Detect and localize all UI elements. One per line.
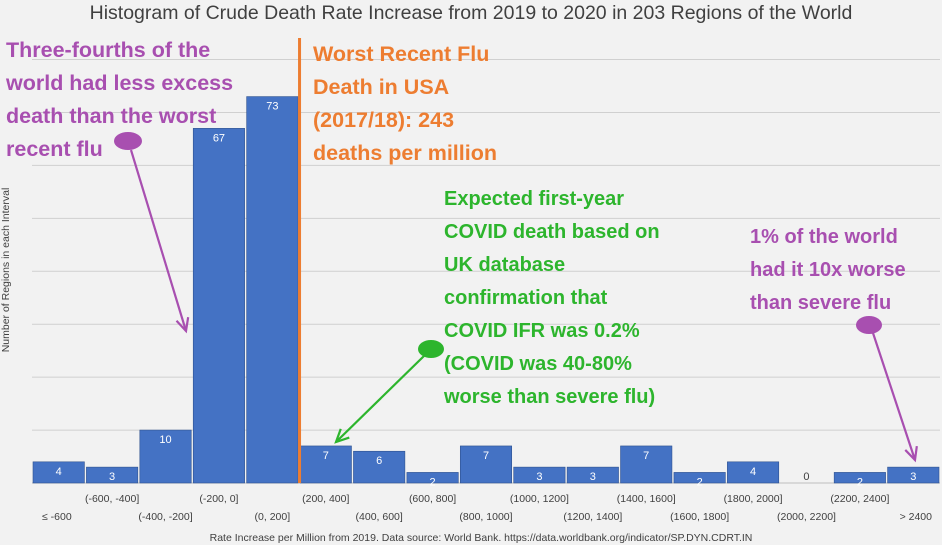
histogram-bar <box>299 445 352 484</box>
left-arrow <box>129 149 190 334</box>
x-tick-label: (2000, 2200] <box>777 511 836 523</box>
right-arrow-dot <box>856 316 882 334</box>
bar-value-label: 7 <box>643 450 649 462</box>
annotation-right-line: had it 10x worse <box>750 259 906 281</box>
histogram-bar <box>353 450 406 484</box>
annotation-flu-line: (2017/18): 243 <box>313 108 454 132</box>
annotation-covid-line: Expected first-year <box>444 188 624 210</box>
bar-value-label: 73 <box>266 101 278 113</box>
x-tick-label: ≤ -600 <box>42 511 72 523</box>
annotation-covid: Expected first-year COVID death based on U… <box>443 188 660 408</box>
annotations: Three-fourths of the world had less exces… <box>5 38 918 483</box>
bar-value-label: 3 <box>536 471 542 483</box>
x-tick-label: (-200, 0] <box>199 493 238 505</box>
covid-arrow-dot <box>418 340 444 358</box>
histogram-bar <box>246 96 299 484</box>
histogram-bar <box>406 472 459 484</box>
covid-arrow-head <box>334 428 350 444</box>
x-tick-label: (1200, 1400] <box>563 511 622 523</box>
bar-value-label: 2 <box>430 476 436 488</box>
histogram-bar <box>673 472 726 484</box>
right-arrow-shaft <box>871 332 917 461</box>
bar-value-label: 3 <box>109 471 115 483</box>
bar-value-label: 3 <box>910 471 916 483</box>
left-arrow-shaft <box>129 149 188 332</box>
annotation-flu-line: Worst Recent Flu <box>313 42 489 66</box>
x-tick-label: (200, 400] <box>302 493 349 505</box>
histogram-bar <box>513 466 566 484</box>
x-tick-label: (600, 800] <box>409 493 456 505</box>
right-arrow-head <box>904 445 918 463</box>
histogram-bar <box>32 461 85 484</box>
bar-value-label: 7 <box>483 450 489 462</box>
bar-value-label: 4 <box>56 466 62 478</box>
annotation-right-line: than severe flu <box>750 292 891 314</box>
left-arrow-head <box>175 316 190 334</box>
histogram-bar <box>192 128 245 484</box>
x-tick-label: (0, 200] <box>255 511 291 523</box>
bar-value-label: 2 <box>697 476 703 488</box>
chart-title: Histogram of Crude Death Rate Increase f… <box>90 2 853 24</box>
x-tick-labels: ≤ -600 (-600, -400] (-400, -200] (-200, 0] (… <box>42 493 932 523</box>
annotation-covid-line: (COVID was 40-80% <box>444 353 632 375</box>
x-tick-label: (-400, -200] <box>138 511 192 523</box>
annotation-left: Three-fourths of the world had less exces… <box>5 38 233 161</box>
covid-arrow-shaft <box>335 354 426 443</box>
histogram-bar <box>459 445 513 484</box>
bars <box>32 96 940 484</box>
annotation-left-line: Three-fourths of the <box>6 38 210 62</box>
x-tick-label: (-600, -400] <box>85 493 139 505</box>
histogram-bar <box>887 466 940 484</box>
bar-value-label: 6 <box>376 455 382 467</box>
bar-value-label: 0 <box>803 471 809 483</box>
annotation-flu-line: deaths per million <box>313 141 497 165</box>
y-axis-label: Number of Regions in each Interval <box>0 188 12 353</box>
x-tick-label: > 2400 <box>900 511 933 523</box>
annotation-covid-line: worse than severe flu) <box>443 386 655 408</box>
annotation-covid-line: COVID death based on <box>444 221 660 243</box>
bar-value-label: 4 <box>750 466 756 478</box>
bar-value-label: 7 <box>323 450 329 462</box>
x-tick-label: (1800, 2000] <box>724 493 783 505</box>
covid-arrow <box>334 354 426 444</box>
histogram-bar <box>620 445 673 484</box>
histogram-bar <box>86 466 139 484</box>
bar-value-label: 2 <box>857 476 863 488</box>
x-axis-label: Rate Increase per Million from 2019. Dat… <box>210 532 753 544</box>
annotation-covid-line: confirmation that <box>444 287 608 309</box>
x-tick-label: (800, 1000] <box>459 511 512 523</box>
annotation-left-line: death than the worst <box>6 104 216 128</box>
bar-value-label: 3 <box>590 471 596 483</box>
bar-value-label: 10 <box>159 434 171 446</box>
annotation-covid-line: COVID IFR was 0.2% <box>444 320 640 342</box>
x-tick-label: (1400, 1600] <box>617 493 676 505</box>
x-tick-label: (1600, 1800] <box>670 511 729 523</box>
annotation-left-line: world had less excess <box>5 71 233 95</box>
histogram-bar <box>566 466 619 484</box>
left-arrow-dot <box>114 132 142 150</box>
x-tick-label: (1000, 1200] <box>510 493 569 505</box>
right-arrow <box>871 332 918 463</box>
histogram-bar <box>833 472 886 484</box>
annotation-flu-line: Death in USA <box>313 75 449 99</box>
histogram-bar <box>139 429 192 484</box>
annotation-left-line: recent flu <box>6 137 103 161</box>
histogram-bar <box>727 461 780 484</box>
x-tick-label: (400, 600] <box>356 511 403 523</box>
annotation-right: 1% of the world had it 10x worse than seve… <box>750 226 906 314</box>
annotation-flu: Worst Recent Flu Death in USA (2017/18): 2… <box>313 42 497 165</box>
x-tick-label: (2200, 2400] <box>830 493 889 505</box>
annotation-right-line: 1% of the world <box>750 226 898 248</box>
annotation-covid-line: UK database <box>444 254 565 276</box>
bar-value-label: 67 <box>213 132 225 144</box>
